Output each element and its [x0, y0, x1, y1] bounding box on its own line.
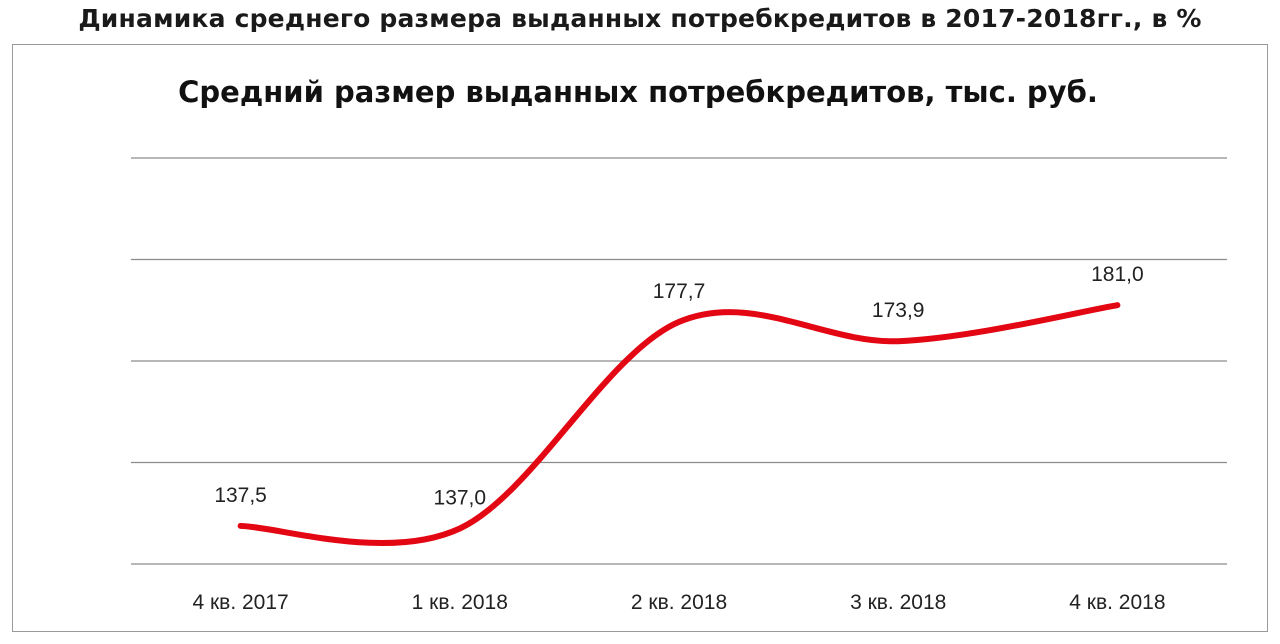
chart: Средний размер выданных потребкредитов, … [131, 75, 1227, 614]
data-label: 181,0 [1091, 263, 1144, 286]
data-label: 173,9 [872, 299, 925, 322]
series-layer [237, 302, 1121, 547]
chart-title: Средний размер выданных потребкредитов, … [178, 75, 1098, 109]
series-line [237, 302, 1121, 547]
page-title: Динамика среднего размера выданных потре… [78, 4, 1202, 33]
data-label: 177,7 [653, 280, 706, 303]
data-label: 137,0 [434, 486, 487, 509]
data-labels: 137,5 137,0 177,7 173,9 181,0 [214, 263, 1143, 509]
chart-frame: Средний размер выданных потребкредитов, … [12, 44, 1268, 632]
x-axis-ticks: 4 кв. 2017 1 кв. 2018 2 кв. 2018 3 кв. 2018… [192, 591, 1165, 614]
x-tick-label: 4 кв. 2018 [1069, 591, 1165, 614]
x-tick-label: 2 кв. 2018 [631, 591, 727, 614]
x-tick-label: 4 кв. 2017 [192, 591, 288, 614]
x-tick-label: 1 кв. 2018 [412, 591, 508, 614]
gridlines [131, 157, 1227, 565]
x-tick-label: 3 кв. 2018 [850, 591, 946, 614]
data-label: 137,5 [214, 484, 267, 507]
